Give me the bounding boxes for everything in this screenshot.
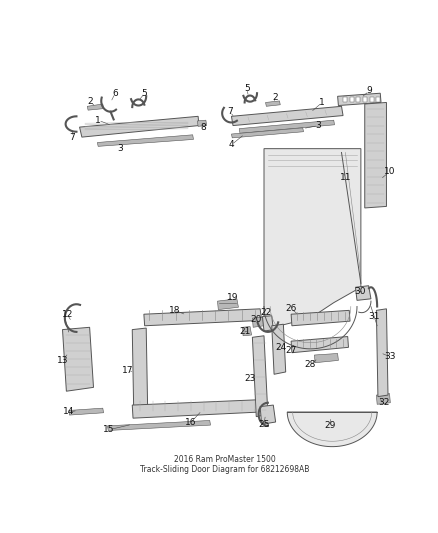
Text: 12: 12 xyxy=(61,310,73,319)
Polygon shape xyxy=(63,327,93,391)
Polygon shape xyxy=(376,97,380,102)
Text: 14: 14 xyxy=(63,408,74,416)
Text: 33: 33 xyxy=(384,352,396,361)
Text: 9: 9 xyxy=(367,86,372,95)
Polygon shape xyxy=(239,120,335,133)
Polygon shape xyxy=(231,106,343,126)
Text: 2: 2 xyxy=(273,93,279,102)
Text: 29: 29 xyxy=(324,422,336,430)
Text: 28: 28 xyxy=(305,360,316,369)
Polygon shape xyxy=(107,421,211,431)
Polygon shape xyxy=(291,336,349,353)
Text: 5: 5 xyxy=(142,88,148,98)
Text: 5: 5 xyxy=(244,84,250,93)
Text: 32: 32 xyxy=(378,398,390,407)
Polygon shape xyxy=(272,324,286,374)
Polygon shape xyxy=(132,400,261,418)
Text: 19: 19 xyxy=(227,293,239,302)
Text: 4: 4 xyxy=(229,140,234,149)
Text: 26: 26 xyxy=(286,304,297,313)
Text: 13: 13 xyxy=(57,356,68,365)
Polygon shape xyxy=(265,101,280,106)
Polygon shape xyxy=(357,97,360,102)
Polygon shape xyxy=(370,97,374,102)
Text: 11: 11 xyxy=(339,173,351,182)
Text: 7: 7 xyxy=(227,107,233,116)
Text: 24: 24 xyxy=(276,343,287,352)
Polygon shape xyxy=(242,327,251,336)
Polygon shape xyxy=(69,408,103,415)
Polygon shape xyxy=(338,93,381,106)
Text: 17: 17 xyxy=(122,366,133,375)
Polygon shape xyxy=(260,405,276,424)
Text: 2016 Ram ProMaster 1500
Track-Sliding Door Diagram for 68212698AB: 2016 Ram ProMaster 1500 Track-Sliding Do… xyxy=(140,455,309,474)
Text: 20: 20 xyxy=(251,315,262,324)
Text: 18: 18 xyxy=(169,306,180,315)
Polygon shape xyxy=(198,120,207,126)
Text: 6: 6 xyxy=(112,88,118,98)
Polygon shape xyxy=(87,104,103,110)
Polygon shape xyxy=(264,149,361,326)
Text: 31: 31 xyxy=(368,312,380,321)
Polygon shape xyxy=(262,316,273,331)
Polygon shape xyxy=(376,393,390,405)
Polygon shape xyxy=(287,412,377,447)
Text: 2: 2 xyxy=(88,97,93,106)
Text: 8: 8 xyxy=(201,123,206,132)
Text: 7: 7 xyxy=(69,133,74,142)
Polygon shape xyxy=(350,97,353,102)
Polygon shape xyxy=(80,116,199,137)
Polygon shape xyxy=(376,309,388,397)
Polygon shape xyxy=(343,97,347,102)
Text: 23: 23 xyxy=(244,374,256,383)
Polygon shape xyxy=(363,97,367,102)
Polygon shape xyxy=(218,299,238,310)
Text: 16: 16 xyxy=(185,418,196,427)
Text: 3: 3 xyxy=(118,144,124,153)
Polygon shape xyxy=(252,317,264,327)
Polygon shape xyxy=(231,128,304,138)
Text: 3: 3 xyxy=(315,121,321,130)
Polygon shape xyxy=(365,102,386,208)
Text: 27: 27 xyxy=(286,346,297,355)
Polygon shape xyxy=(252,336,268,417)
Polygon shape xyxy=(144,309,261,326)
Text: 10: 10 xyxy=(384,167,396,176)
Text: 1: 1 xyxy=(319,98,325,107)
Polygon shape xyxy=(314,353,339,363)
Polygon shape xyxy=(97,135,194,147)
Polygon shape xyxy=(291,310,350,326)
Polygon shape xyxy=(132,328,148,416)
Text: 1: 1 xyxy=(95,116,101,125)
Text: 25: 25 xyxy=(258,420,270,429)
Text: 15: 15 xyxy=(103,425,115,434)
Text: 21: 21 xyxy=(239,327,250,336)
Text: 22: 22 xyxy=(260,308,271,317)
Text: 30: 30 xyxy=(354,287,366,296)
Polygon shape xyxy=(356,286,371,301)
